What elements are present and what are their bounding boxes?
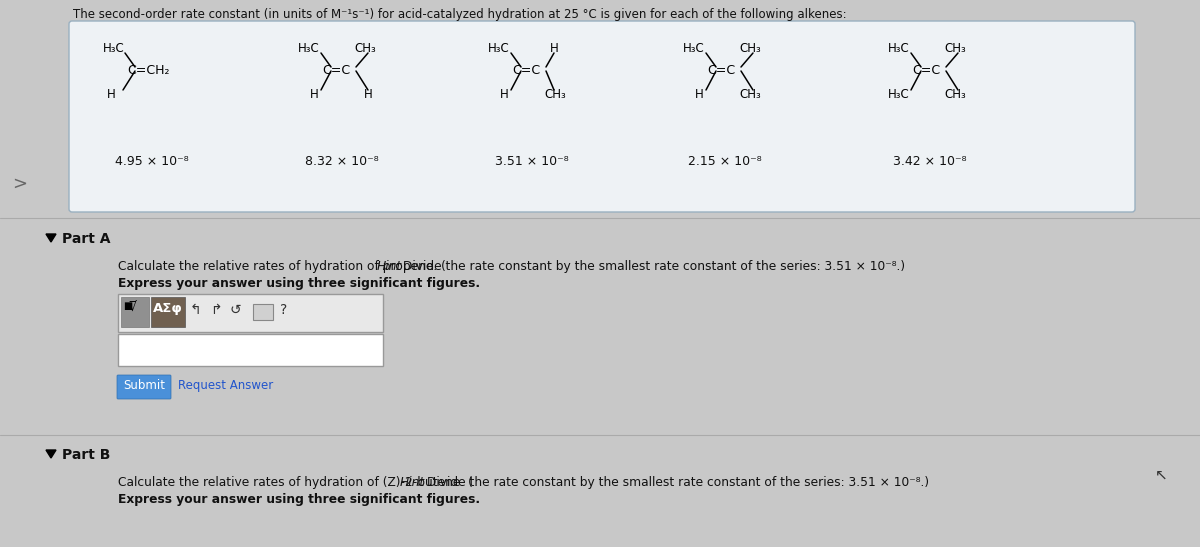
Text: CH₃: CH₃ <box>354 42 376 55</box>
FancyBboxPatch shape <box>121 297 149 327</box>
Text: Request Answer: Request Answer <box>178 379 274 392</box>
Text: H: H <box>364 88 373 101</box>
FancyBboxPatch shape <box>253 304 274 320</box>
Text: Part A: Part A <box>62 232 110 246</box>
Text: H₃C: H₃C <box>683 42 704 55</box>
Text: H: H <box>500 88 509 101</box>
Text: C=C: C=C <box>512 64 540 77</box>
Text: C=C: C=C <box>707 64 736 77</box>
Polygon shape <box>46 450 56 458</box>
Text: ↖: ↖ <box>1154 468 1168 483</box>
Text: Submit: Submit <box>124 379 166 392</box>
Text: √̅: √̅ <box>130 301 137 314</box>
Text: ↱: ↱ <box>210 303 222 317</box>
Text: H₃C: H₃C <box>888 88 910 101</box>
Text: H: H <box>550 42 559 55</box>
Text: H₃C: H₃C <box>103 42 125 55</box>
Text: C=C: C=C <box>912 64 940 77</box>
FancyBboxPatch shape <box>118 375 172 399</box>
Text: Express your answer using three significant figures.: Express your answer using three signific… <box>118 493 480 506</box>
Text: : Divide the rate constant by the smallest rate constant of the series: 3.51 × 1: : Divide the rate constant by the smalle… <box>395 260 906 273</box>
Text: H: H <box>310 88 319 101</box>
Text: CH₃: CH₃ <box>944 42 966 55</box>
Text: H₃C: H₃C <box>298 42 319 55</box>
Text: ■: ■ <box>124 301 132 311</box>
Text: 4.95 × 10⁻⁸: 4.95 × 10⁻⁸ <box>115 155 188 168</box>
Text: Calculate the relative rates of hydration of (Z)-2-butene. (: Calculate the relative rates of hydratio… <box>118 476 473 489</box>
Text: H: H <box>107 88 115 101</box>
Text: 3.42 × 10⁻⁸: 3.42 × 10⁻⁸ <box>893 155 967 168</box>
Text: H₃C: H₃C <box>888 42 910 55</box>
FancyBboxPatch shape <box>118 294 383 332</box>
Text: Hint: Hint <box>377 260 402 273</box>
Text: CH₃: CH₃ <box>944 88 966 101</box>
Text: ↰: ↰ <box>190 303 202 317</box>
Text: CH₃: CH₃ <box>739 42 761 55</box>
Polygon shape <box>46 234 56 242</box>
Text: CH₃: CH₃ <box>739 88 761 101</box>
Text: CH₃: CH₃ <box>544 88 565 101</box>
Text: Part B: Part B <box>62 448 110 462</box>
Text: C=C: C=C <box>322 64 350 77</box>
FancyBboxPatch shape <box>70 21 1135 212</box>
Text: H: H <box>695 88 703 101</box>
Text: H₃C: H₃C <box>488 42 510 55</box>
Text: The second-order rate constant (in units of M⁻¹s⁻¹) for acid-catalyzed hydration: The second-order rate constant (in units… <box>73 8 847 21</box>
FancyBboxPatch shape <box>118 334 383 366</box>
Text: 8.32 × 10⁻⁸: 8.32 × 10⁻⁸ <box>305 155 379 168</box>
Text: : Divide the rate constant by the smallest rate constant of the series: 3.51 × 1: : Divide the rate constant by the smalle… <box>419 476 929 489</box>
Text: Hint: Hint <box>400 476 425 489</box>
Text: 2.15 × 10⁻⁸: 2.15 × 10⁻⁸ <box>688 155 762 168</box>
Text: Calculate the relative rates of hydration of propene. (: Calculate the relative rates of hydratio… <box>118 260 446 273</box>
Text: ?: ? <box>280 303 287 317</box>
Text: >: > <box>12 175 28 193</box>
Text: AΣφ: AΣφ <box>154 302 182 315</box>
Text: ↺: ↺ <box>230 303 241 317</box>
FancyBboxPatch shape <box>151 297 185 327</box>
Text: Express your answer using three significant figures.: Express your answer using three signific… <box>118 277 480 290</box>
Text: 3.51 × 10⁻⁸: 3.51 × 10⁻⁸ <box>496 155 569 168</box>
Text: C=CH₂: C=CH₂ <box>127 64 169 77</box>
